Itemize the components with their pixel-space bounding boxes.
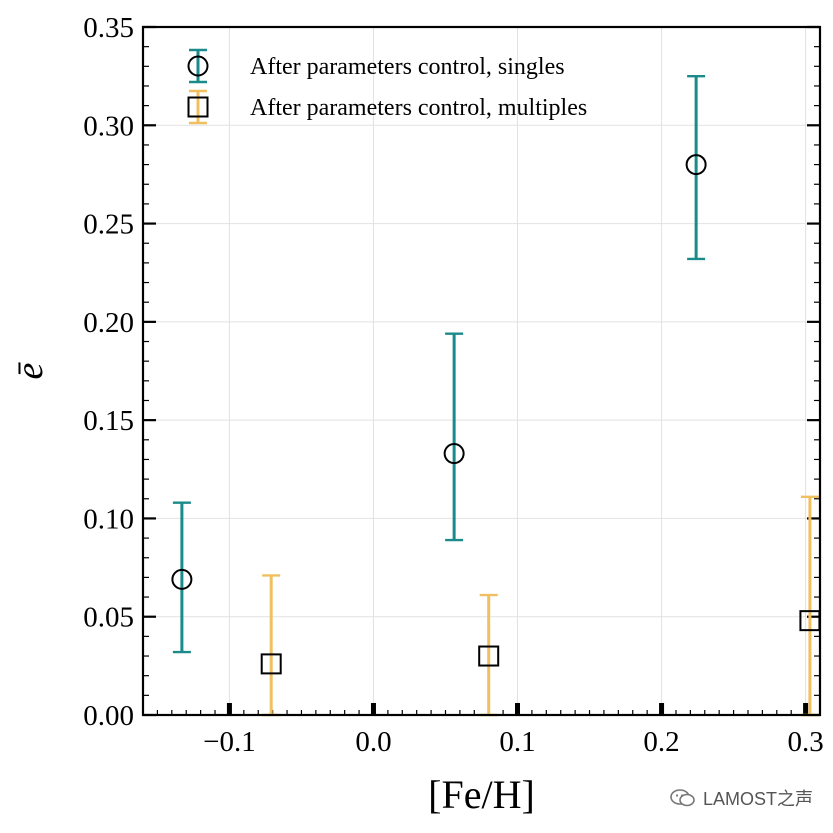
plot-frame <box>141 25 822 717</box>
legend: After parameters control, singles After p… <box>187 48 587 125</box>
legend-label: After parameters control, singles <box>250 54 565 80</box>
x-tick-label: 0.3 <box>787 726 823 758</box>
watermark: LAMOST之声 <box>669 785 813 811</box>
grid <box>143 26 820 716</box>
y-tick-label: 0.30 <box>83 110 134 142</box>
ticks <box>143 25 820 717</box>
errorbars <box>172 74 819 717</box>
data-point-square <box>478 645 500 667</box>
y-tick-label: 0.10 <box>83 503 134 535</box>
y-tick-label: 0.20 <box>83 307 134 339</box>
x-tick-label: −0.1 <box>203 726 256 758</box>
x-tick-label: 0.2 <box>643 726 679 758</box>
y-tick-label: 0.35 <box>83 12 134 44</box>
x-tick-label: 0.0 <box>355 726 391 758</box>
data-point-square <box>260 653 282 675</box>
data-point-circle <box>685 154 707 176</box>
x-tick-label: 0.1 <box>499 726 535 758</box>
data-point-circle <box>171 568 193 590</box>
watermark-text: LAMOST之声 <box>702 789 813 809</box>
legend-label: After parameters control, multiples <box>250 95 587 121</box>
y-tick-label: 0.25 <box>83 209 134 241</box>
y-tick-label: 0.15 <box>83 405 134 437</box>
y-tick-label: 0.00 <box>83 700 134 732</box>
legend-marker-square <box>187 96 209 118</box>
data-point-circle <box>443 443 465 465</box>
x-axis-label: [Fe/H] <box>428 772 535 817</box>
y-axis-label: ē <box>9 361 51 379</box>
y-tick-label: 0.05 <box>83 602 134 634</box>
tick-labels: −0.1 0.0 0.1 0.2 0.3 0.00 0.05 0.10 0.15 0.20 0.25… <box>83 12 823 758</box>
wechat-icon <box>670 789 695 807</box>
legend-marker-circle <box>187 55 209 77</box>
